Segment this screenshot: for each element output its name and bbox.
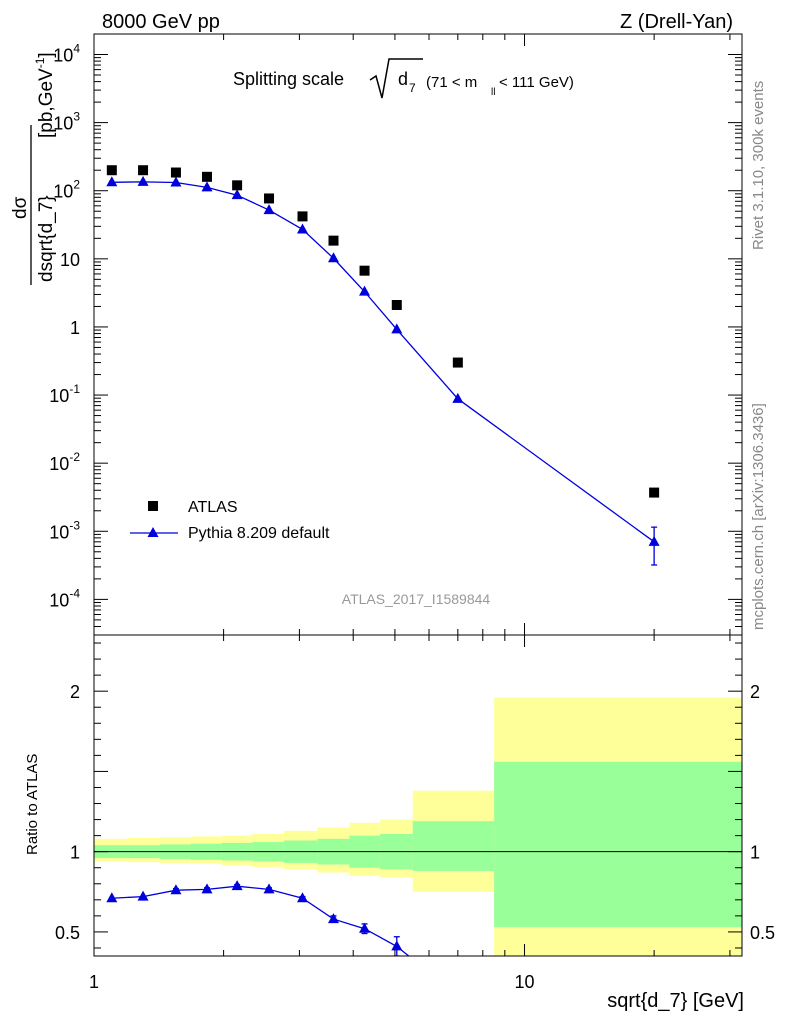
title-range-sub: ll <box>491 87 495 98</box>
pythia-point <box>106 176 118 187</box>
title-text: Splitting scale <box>233 69 344 89</box>
ratio-y-tick-label: 1 <box>70 843 80 863</box>
pythia-point <box>297 223 309 234</box>
plot-title: Splitting scale d 7 (71 < m ll < 111 GeV… <box>233 58 574 99</box>
ratio-y-tick-label-right: 2 <box>750 682 760 702</box>
analysis-watermark: ATLAS_2017_I1589844 <box>342 591 491 607</box>
pythia-point <box>648 535 660 546</box>
atlas-point <box>264 193 275 204</box>
stat-uncertainty-band <box>412 821 495 871</box>
ratio-point <box>391 940 403 951</box>
ratio-bands <box>94 697 742 956</box>
atlas-point <box>170 167 181 178</box>
header-left: 8000 GeV pp <box>102 11 220 33</box>
atlas-point <box>391 299 402 310</box>
pythia-point <box>170 176 182 187</box>
ratio-point <box>263 883 275 894</box>
stat-uncertainty-band <box>494 761 742 928</box>
atlas-point <box>649 487 660 498</box>
title-range-close: < 111 GeV) <box>499 74 574 91</box>
atlas-point <box>297 211 308 222</box>
y-tick-label: 10-1 <box>49 382 80 406</box>
y-tick-label: 103 <box>53 110 80 134</box>
title-sqrt-sub: 7 <box>409 81 416 95</box>
legend-pythia-label: Pythia 8.209 default <box>188 525 330 542</box>
ratio-point <box>297 892 309 903</box>
ratio-line <box>111 885 410 956</box>
title-sqrt-arg: d <box>398 69 408 89</box>
ratio-y-tick-label-right: 0.5 <box>750 923 775 943</box>
ratio-frame <box>93 634 743 957</box>
ratio-y-tick-label: 0.5 <box>55 923 80 943</box>
pythia-point <box>359 285 371 296</box>
ratio-y-axis-label: Ratio to ATLAS <box>24 754 41 855</box>
y-tick-label: 104 <box>53 42 80 66</box>
atlas-point <box>201 171 212 182</box>
pythia-point <box>137 175 149 186</box>
atlas-point <box>452 357 463 368</box>
title-range-open: (71 < m <box>426 74 477 91</box>
main-panel: ATLAS Pythia 8.209 default 10-4 10-3 10-2 10-… <box>49 33 743 636</box>
legend-atlas-label: ATLAS <box>188 499 238 516</box>
pythia-point <box>328 252 340 263</box>
y-tick-label: 10-2 <box>49 450 80 474</box>
ratio-panel: 1 10 0.5 0.5 1 1 2 2 <box>55 634 775 992</box>
legend: ATLAS Pythia 8.209 default <box>130 499 330 542</box>
legend-pythia-marker <box>147 527 159 537</box>
main-y-axis-label: dσ dsqrt{d_7} [pb,GeV-1] <box>10 52 57 285</box>
pythia-point <box>201 181 213 192</box>
y-tick-label: 10-3 <box>49 518 80 542</box>
rivet-label: Rivet 3.1.10, 300k events <box>750 81 767 250</box>
ratio-point <box>170 884 182 895</box>
pythia-line <box>111 181 655 543</box>
header-right: Z (Drell-Yan) <box>620 11 733 33</box>
ylabel-unit: [pb,GeV-1] <box>33 52 57 138</box>
atlas-point <box>328 235 339 246</box>
pythia-point <box>263 204 275 215</box>
main-frame <box>93 33 743 636</box>
sqrt-symbol <box>369 58 423 99</box>
x-tick-label: 10 <box>515 972 535 992</box>
atlas-point <box>138 165 149 176</box>
legend-atlas-marker <box>148 501 158 511</box>
y-tick-label: 10-4 <box>49 586 80 610</box>
ratio-point <box>231 880 243 891</box>
ylabel-den: dsqrt{d_7} <box>36 195 57 282</box>
x-axis-label: sqrt{d_7} [GeV] <box>607 990 744 1012</box>
pythia-point <box>391 323 403 334</box>
pythia-point <box>231 189 243 200</box>
ratio-point <box>106 892 118 903</box>
y-tick-label: 1 <box>70 318 80 338</box>
ratio-point <box>359 922 371 933</box>
mcplots-label: mcplots.cern.ch [arXiv:1306.3436] <box>750 403 767 630</box>
atlas-point <box>106 165 117 176</box>
ratio-y-tick-label-right: 1 <box>750 843 760 863</box>
ratio-point <box>201 883 213 894</box>
y-tick-label: 10 <box>60 250 80 270</box>
y-tick-label: 102 <box>53 178 80 202</box>
atlas-point <box>359 265 370 276</box>
ratio-y-tick-label: 2 <box>70 682 80 702</box>
pythia-point <box>452 392 464 403</box>
atlas-point <box>232 180 243 191</box>
ratio-point <box>328 913 340 924</box>
ratio-series <box>106 880 410 956</box>
ratio-point <box>137 890 149 901</box>
x-tick-label: 1 <box>89 972 99 992</box>
ylabel-num: dσ <box>10 196 31 219</box>
